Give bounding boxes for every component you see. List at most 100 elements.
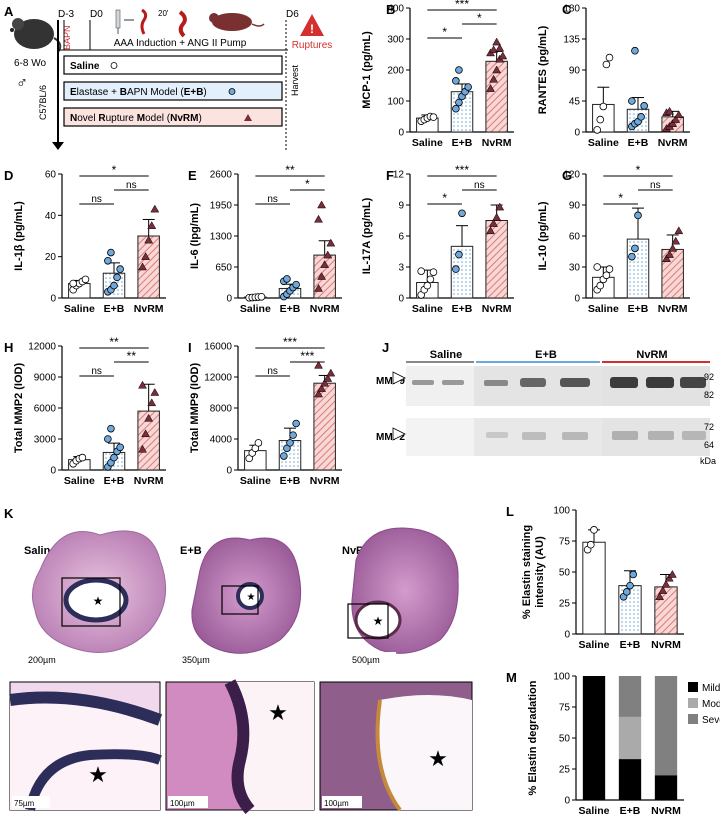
- data-point: [593, 126, 601, 134]
- harvest-label: Harvest: [290, 64, 300, 96]
- sig-label: ***: [455, 163, 469, 177]
- svg-text:★: ★: [88, 762, 108, 787]
- data-point: [323, 374, 333, 382]
- svg-text:★: ★: [373, 614, 384, 628]
- data-point: [658, 586, 668, 594]
- group-label-eb: E+B: [535, 349, 557, 361]
- y-tick-label: 40: [45, 211, 57, 222]
- panel-letter: G: [562, 168, 572, 183]
- bapn-label: BAPN: [62, 25, 72, 50]
- x-tick-label: E+B: [628, 137, 649, 149]
- svg-text:!: !: [310, 22, 314, 36]
- data-point: [634, 211, 642, 220]
- chart-il10: G 0 30 60 90 120 IL-10 (pg/mL) Saline E+B NvRM * ns…: [537, 163, 690, 315]
- kda-tick-64: 64: [704, 440, 714, 450]
- y-tick-label: 45: [569, 97, 581, 108]
- chart-elastin-intensity: L 0 25 50 75 100 % Elastin stainingintensity (…: [506, 504, 684, 651]
- data-point: [150, 204, 160, 213]
- data-point: [631, 244, 639, 253]
- stack-segment: [582, 676, 606, 800]
- kda-tick-82: 82: [704, 390, 714, 400]
- x-tick-label: Saline: [579, 639, 610, 651]
- svg-text:350µm: 350µm: [182, 655, 210, 665]
- mouse-pump-icon: [209, 13, 265, 31]
- legend-swatch: [688, 698, 698, 708]
- x-tick-label: Saline: [240, 475, 271, 487]
- strain-label: C57BL/6: [38, 85, 48, 120]
- x-tick-label: NvRM: [310, 303, 340, 315]
- data-point: [668, 243, 678, 252]
- data-point: [107, 248, 115, 257]
- y-tick-label: 3000: [34, 435, 57, 446]
- histology-saline-low: Saline ★ 200µm: [24, 530, 167, 666]
- data-point: [317, 272, 327, 280]
- y-tick-label: 60: [569, 232, 581, 243]
- panel-letter: E: [188, 168, 197, 183]
- x-tick-label: Saline: [64, 475, 95, 487]
- svg-text:Elastase + BAPN Model (E+B): Elastase + BAPN Model (E+B): [70, 87, 207, 98]
- data-point: [452, 77, 460, 85]
- data-point: [314, 214, 323, 223]
- data-point: [452, 104, 460, 113]
- group-box-nvrm: [63, 107, 283, 127]
- y-tick-label: 25: [559, 599, 571, 610]
- data-point: [629, 570, 637, 579]
- data-point: [455, 66, 463, 74]
- sex-symbol: ♂: [16, 75, 28, 92]
- data-point: [489, 219, 499, 227]
- svg-text:75µm: 75µm: [14, 799, 35, 808]
- data-point: [144, 413, 154, 422]
- data-point: [671, 236, 681, 245]
- x-tick-label: NvRM: [482, 303, 512, 315]
- data-point: [489, 74, 499, 83]
- x-tick-label: NvRM: [134, 475, 164, 487]
- data-point: [147, 398, 157, 407]
- sig-label: **: [285, 163, 295, 177]
- legend-swatch: [688, 682, 698, 692]
- sig-label: *: [442, 191, 447, 205]
- svg-text:100µm: 100µm: [170, 799, 195, 808]
- data-point: [113, 273, 121, 282]
- legend-label: Severe: [702, 715, 720, 726]
- y-tick-label: 4000: [210, 435, 233, 446]
- y-tick-label: 75: [559, 703, 571, 714]
- data-point: [429, 113, 438, 121]
- y-axis-label: Total MMP9 (IOD): [189, 363, 201, 454]
- y-tick-label: 100: [387, 97, 404, 108]
- data-point: [671, 115, 681, 123]
- x-tick-label: NvRM: [651, 639, 681, 651]
- data-point: [280, 452, 288, 460]
- kda-tick-92: 92: [704, 372, 714, 382]
- y-tick-label: 50: [559, 734, 571, 745]
- day-0-label: D0: [90, 9, 103, 20]
- y-tick-label: 90: [569, 66, 581, 77]
- y-tick-label: 8000: [210, 404, 233, 415]
- legend-label: Mild: [702, 683, 720, 694]
- y-tick-label: 120: [563, 170, 580, 181]
- y-tick-label: 400: [387, 4, 404, 15]
- ruptures-label: Ruptures: [292, 40, 333, 51]
- sig-label: ns: [91, 194, 102, 205]
- panel-j: J Saline E+B NvRM MMP9 MMP2 92 82: [376, 340, 716, 466]
- y-tick-label: 200: [387, 66, 404, 77]
- warning-icon: !: [300, 14, 324, 36]
- x-tick-label: Saline: [588, 303, 619, 315]
- kda-unit: kDa: [700, 456, 716, 466]
- sig-label: *: [442, 25, 447, 39]
- svg-text:★: ★: [247, 592, 256, 603]
- chart-elastin-degradation: M 0 25 50 75 100 % Elastin degradation Saline E+…: [506, 670, 720, 817]
- y-tick-label: 0: [226, 466, 232, 477]
- data-point: [317, 200, 327, 209]
- data-point: [254, 439, 263, 447]
- y-tick-label: 0: [574, 128, 580, 139]
- data-point: [150, 387, 160, 396]
- age-label: 6-8 Wo: [14, 58, 46, 69]
- histology-nvrm-low: NvRM ★ 500µm: [342, 527, 459, 666]
- x-tick-label: E+B: [104, 303, 125, 315]
- data-point: [492, 212, 502, 221]
- x-tick-label: Saline: [412, 303, 443, 315]
- svg-text:★: ★: [428, 746, 448, 771]
- sig-label: ns: [474, 180, 485, 191]
- y-tick-label: 135: [563, 35, 580, 46]
- sig-label: ns: [126, 180, 137, 191]
